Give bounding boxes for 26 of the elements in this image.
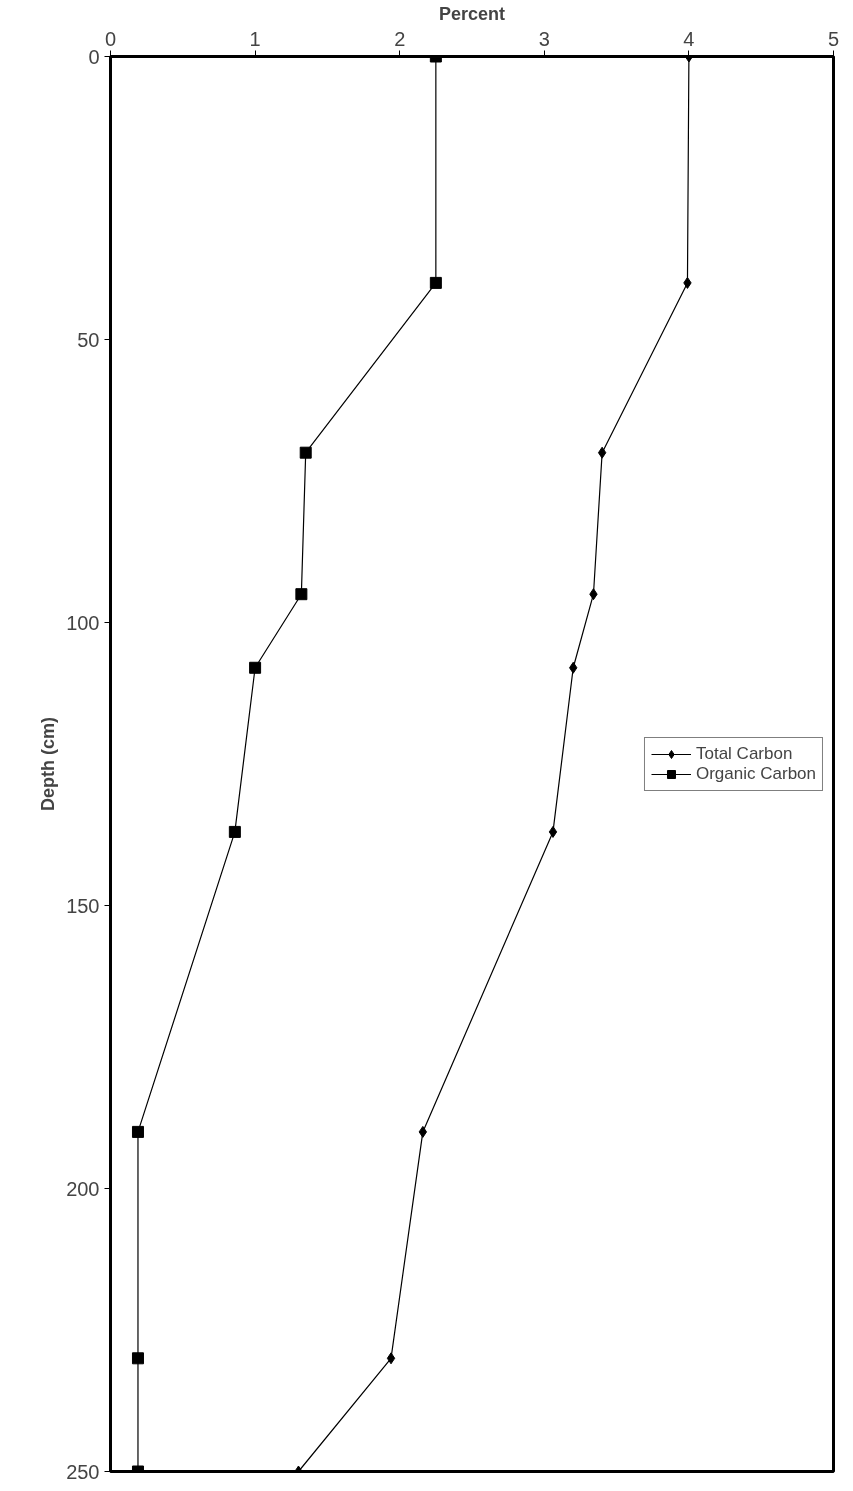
point — [131, 1352, 144, 1365]
y-tick-label: 0 — [88, 45, 100, 68]
x-tick-label: 1 — [249, 27, 261, 50]
point — [131, 1125, 144, 1138]
point — [228, 825, 241, 838]
x-tick-label: 4 — [683, 27, 695, 50]
y-tick-label: 150 — [66, 894, 100, 917]
legend-label: Organic Carbon — [695, 763, 816, 784]
x-tick-label: 0 — [104, 27, 117, 50]
y-tick-label: 50 — [77, 328, 100, 351]
point — [386, 1352, 396, 1365]
y-tick-label: 250 — [66, 1460, 100, 1483]
y-tick-label: 200 — [66, 1177, 100, 1200]
point — [299, 446, 312, 459]
point — [249, 661, 262, 674]
x-tick-label: 2 — [394, 27, 406, 50]
x-tick-label: 5 — [827, 27, 840, 50]
x-tick-label: 3 — [538, 27, 550, 50]
point — [548, 825, 558, 838]
point — [295, 588, 308, 601]
legend-label: Total Carbon — [695, 743, 793, 764]
point — [429, 276, 442, 289]
y-tick-label: 100 — [66, 611, 100, 634]
x-axis-title: Percent — [438, 3, 506, 24]
y-axis-title: Depth (cm) — [38, 716, 59, 811]
point — [597, 446, 607, 459]
